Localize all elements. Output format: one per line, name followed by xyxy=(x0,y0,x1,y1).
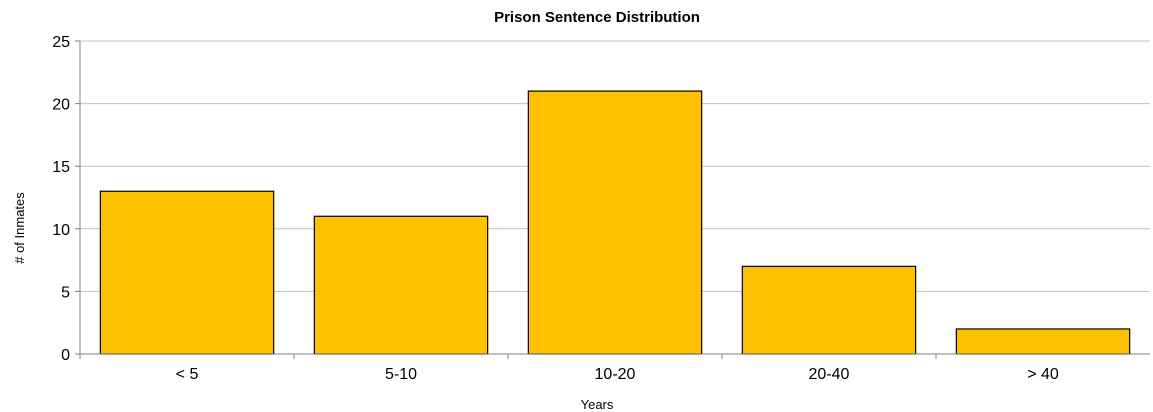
y-tick-label: 0 xyxy=(61,347,70,364)
x-tick-label: 10-20 xyxy=(595,366,636,383)
y-axis-label: # of Inmates xyxy=(12,192,27,264)
bar xyxy=(99,190,275,355)
bars xyxy=(99,90,1131,355)
bar xyxy=(313,215,489,355)
y-tick-label: 10 xyxy=(52,222,70,239)
bar xyxy=(527,90,703,355)
y-tick-label: 5 xyxy=(61,284,70,301)
chart-title: Prison Sentence Distribution xyxy=(494,9,700,26)
bar xyxy=(741,265,917,355)
x-tick-label: > 40 xyxy=(1027,366,1059,383)
y-tick-label: 25 xyxy=(52,34,70,51)
y-tick-label: 20 xyxy=(52,97,70,114)
bar xyxy=(955,328,1131,355)
x-axis-label: Years xyxy=(581,397,614,412)
y-tick-label: 15 xyxy=(52,159,70,176)
x-tick-label: 5-10 xyxy=(385,366,417,383)
x-axis-ticks: < 5 5-10 10-20 20-40 > 40 xyxy=(79,354,1059,383)
x-tick-label: < 5 xyxy=(176,366,199,383)
y-axis-ticks: 0 5 10 15 20 25 xyxy=(52,34,80,364)
x-tick-label: 20-40 xyxy=(809,366,850,383)
